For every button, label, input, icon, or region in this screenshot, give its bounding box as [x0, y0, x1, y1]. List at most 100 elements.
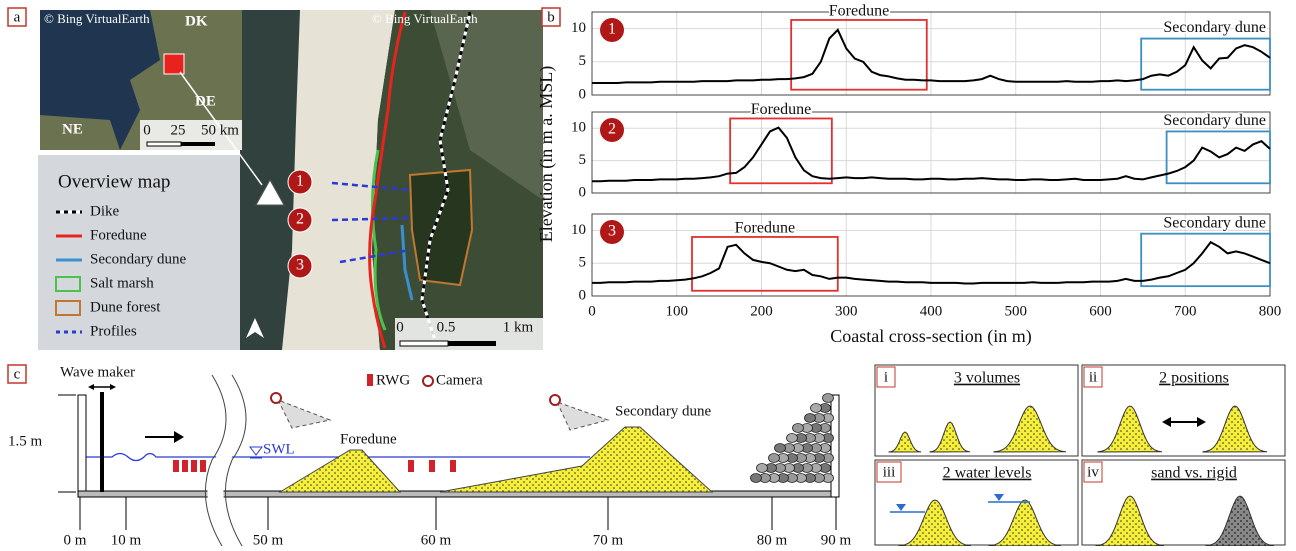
rock — [775, 444, 786, 453]
x-tick-label: 600 — [1089, 303, 1112, 319]
position-label: 0 m — [64, 532, 87, 546]
legend-title: Overview map — [58, 171, 170, 192]
y-tick-label: 5 — [579, 152, 587, 168]
scenario-number: iv — [1087, 464, 1099, 480]
annotation-label: Secondary dune — [1163, 214, 1266, 231]
secondary-dune-label: Secondary dune — [615, 403, 712, 419]
legend-label: Profiles — [90, 323, 137, 339]
arrowhead — [110, 384, 116, 390]
scenario-number: ii — [1089, 369, 1097, 385]
x-tick-label: 800 — [1259, 303, 1282, 319]
scale-label: 0.5 — [437, 319, 456, 335]
panel-a: 1 2 3 0 0.5 1 km © Bing VirtualEarth © B… — [8, 8, 543, 350]
country: NE — [62, 121, 83, 137]
panel-label: b — [547, 9, 555, 25]
position-label: 70 m — [593, 532, 624, 546]
credit: © Bing VirtualEarth — [372, 11, 478, 26]
legend-label: RWG — [376, 372, 410, 388]
rock — [787, 434, 798, 443]
y-tick-label: 5 — [579, 53, 587, 69]
profile-marker: 3 — [296, 257, 304, 274]
profile-marker: 2 — [296, 211, 304, 228]
scale-bar — [181, 142, 215, 146]
annotation-label: Secondary dune — [1163, 112, 1266, 129]
scenario-number: i — [884, 369, 888, 385]
page: Dune figure html, body { margin: 0; padd… — [0, 0, 1296, 546]
annotation-label: Foredune — [735, 220, 795, 237]
credit: © Bing VirtualEarth — [44, 11, 150, 26]
scenario-label: 3 volumes — [954, 370, 1020, 387]
y-tick-label: 10 — [571, 20, 586, 36]
x-axis-title: Coastal cross-section (in m) — [830, 326, 1031, 347]
annotation-label: Foredune — [829, 3, 889, 20]
scale-label: 0 — [143, 122, 151, 138]
secondary-dune — [440, 427, 712, 492]
rock — [769, 454, 780, 463]
dune-forest — [410, 170, 472, 285]
height-label: 1.5 m — [8, 433, 43, 449]
position-label: 50 m — [253, 532, 284, 546]
x-tick-label: 0 — [588, 303, 596, 319]
scale-bar — [147, 142, 181, 146]
panel-b: b 0 5 10 Foredune Secondary dune 10 5 10 Foredun… — [536, 3, 1281, 347]
shape — [173, 460, 179, 472]
position-label: 90 m — [821, 532, 852, 546]
position-label: 80 m — [757, 532, 788, 546]
chart-marker: 3 — [608, 223, 616, 240]
y-tick-label: 10 — [571, 120, 586, 136]
scale-label: 25 — [171, 122, 186, 138]
y-tick-label: 10 — [571, 222, 586, 238]
y-tick-label: 0 — [579, 287, 587, 303]
y-tick-label: 0 — [579, 86, 587, 102]
rock — [793, 424, 804, 433]
scale-label: 50 km — [201, 122, 239, 138]
legend-label: Foredune — [90, 227, 147, 243]
camera-view — [557, 402, 608, 430]
x-tick-label: 200 — [750, 303, 773, 319]
x-tick-label: 500 — [1005, 303, 1028, 319]
shape — [408, 460, 414, 472]
swl-label: SWL — [263, 441, 295, 457]
rock — [811, 404, 822, 413]
scale-bar — [400, 341, 448, 346]
rock — [823, 394, 834, 403]
camera — [271, 393, 281, 403]
legend-label: Dike — [90, 203, 120, 219]
break-gap — [207, 375, 244, 546]
legend-label: Secondary dune — [90, 251, 187, 267]
body: {"panel_labels": ["a", "b", "c"], "map":… — [0, 0, 1296, 546]
country: DK — [185, 13, 208, 29]
swl-symbol — [250, 447, 262, 455]
legend-label: Dune forest — [90, 299, 161, 315]
camera — [550, 395, 560, 405]
y-tick-label: 5 — [579, 255, 587, 271]
panel-label: c — [14, 366, 21, 382]
annotation-box — [692, 237, 838, 291]
y-axis-title: Elevation (in m a. MSL) — [536, 66, 557, 242]
profile-marker: 1 — [296, 173, 304, 190]
inset-site — [164, 54, 184, 74]
wall — [831, 395, 839, 497]
legend-label: Salt marsh — [90, 275, 154, 291]
country: DE — [195, 93, 216, 109]
wall — [78, 395, 86, 497]
panel-c: c Wave maker 1.5 m Foredune Secondary du… — [8, 364, 852, 546]
scale-label: 0 — [396, 319, 404, 335]
foredune — [280, 450, 400, 492]
shape — [429, 460, 435, 472]
legend-camera — [423, 376, 433, 386]
shape — [182, 460, 188, 472]
position-label: 10 m — [111, 532, 142, 546]
legend-rwg — [367, 374, 373, 386]
annotation-label: Foredune — [751, 101, 811, 118]
y-tick-label: 0 — [579, 184, 587, 200]
camera-view — [278, 400, 330, 428]
shape — [191, 460, 197, 472]
rock — [805, 414, 816, 423]
scenario-label: sand vs. rigid — [1151, 465, 1237, 482]
rock — [751, 474, 762, 483]
wave-maker-label: Wave maker — [60, 364, 135, 380]
scale-label: 1 km — [503, 319, 534, 335]
arrowhead — [88, 384, 94, 390]
